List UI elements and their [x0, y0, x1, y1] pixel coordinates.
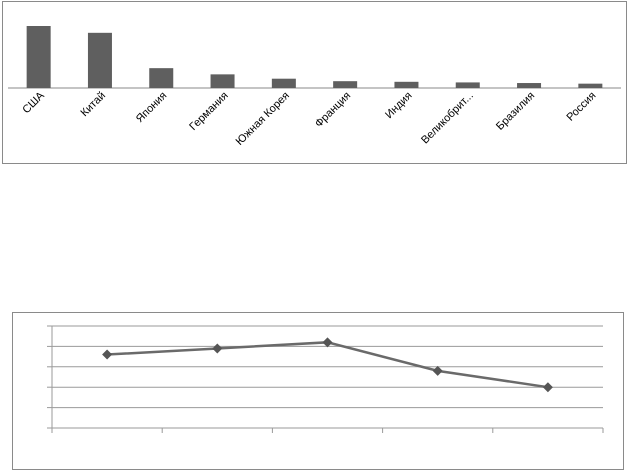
data-point-marker	[322, 337, 333, 348]
x-tick-label: Франция	[313, 90, 353, 130]
x-tick-label: Индия	[383, 90, 414, 121]
bar	[26, 26, 51, 88]
bar	[149, 68, 174, 88]
bar	[394, 81, 419, 88]
x-tick-label: Китай	[79, 90, 109, 120]
bar	[578, 83, 603, 88]
x-tick-label: Великобрит...	[419, 90, 476, 147]
x-tick-label: Япония	[134, 90, 170, 126]
x-tick-label: Бразилия	[494, 90, 537, 133]
x-tick-label: Германия	[187, 90, 230, 133]
series-line	[107, 341, 549, 389]
bar	[210, 74, 235, 88]
data-point-marker	[212, 343, 223, 354]
data-point-marker	[102, 349, 113, 360]
bar	[333, 81, 358, 88]
x-tick-label: США	[20, 89, 47, 116]
x-tick-label: Южная Корея	[234, 90, 292, 148]
x-tick-label: Россия	[564, 90, 598, 124]
line-chart	[47, 325, 604, 433]
bar-chart: США Китай Япония Германия Южная Корея Франция…	[8, 26, 621, 148]
bar	[271, 78, 296, 88]
data-point-marker	[542, 382, 553, 393]
bar	[455, 82, 480, 88]
bar-chart-frame: США Китай Япония Германия Южная Корея Франция…	[2, 1, 627, 164]
line-chart-frame	[12, 312, 624, 470]
bar	[517, 83, 542, 88]
data-point-marker	[432, 365, 443, 376]
bar	[87, 32, 112, 88]
